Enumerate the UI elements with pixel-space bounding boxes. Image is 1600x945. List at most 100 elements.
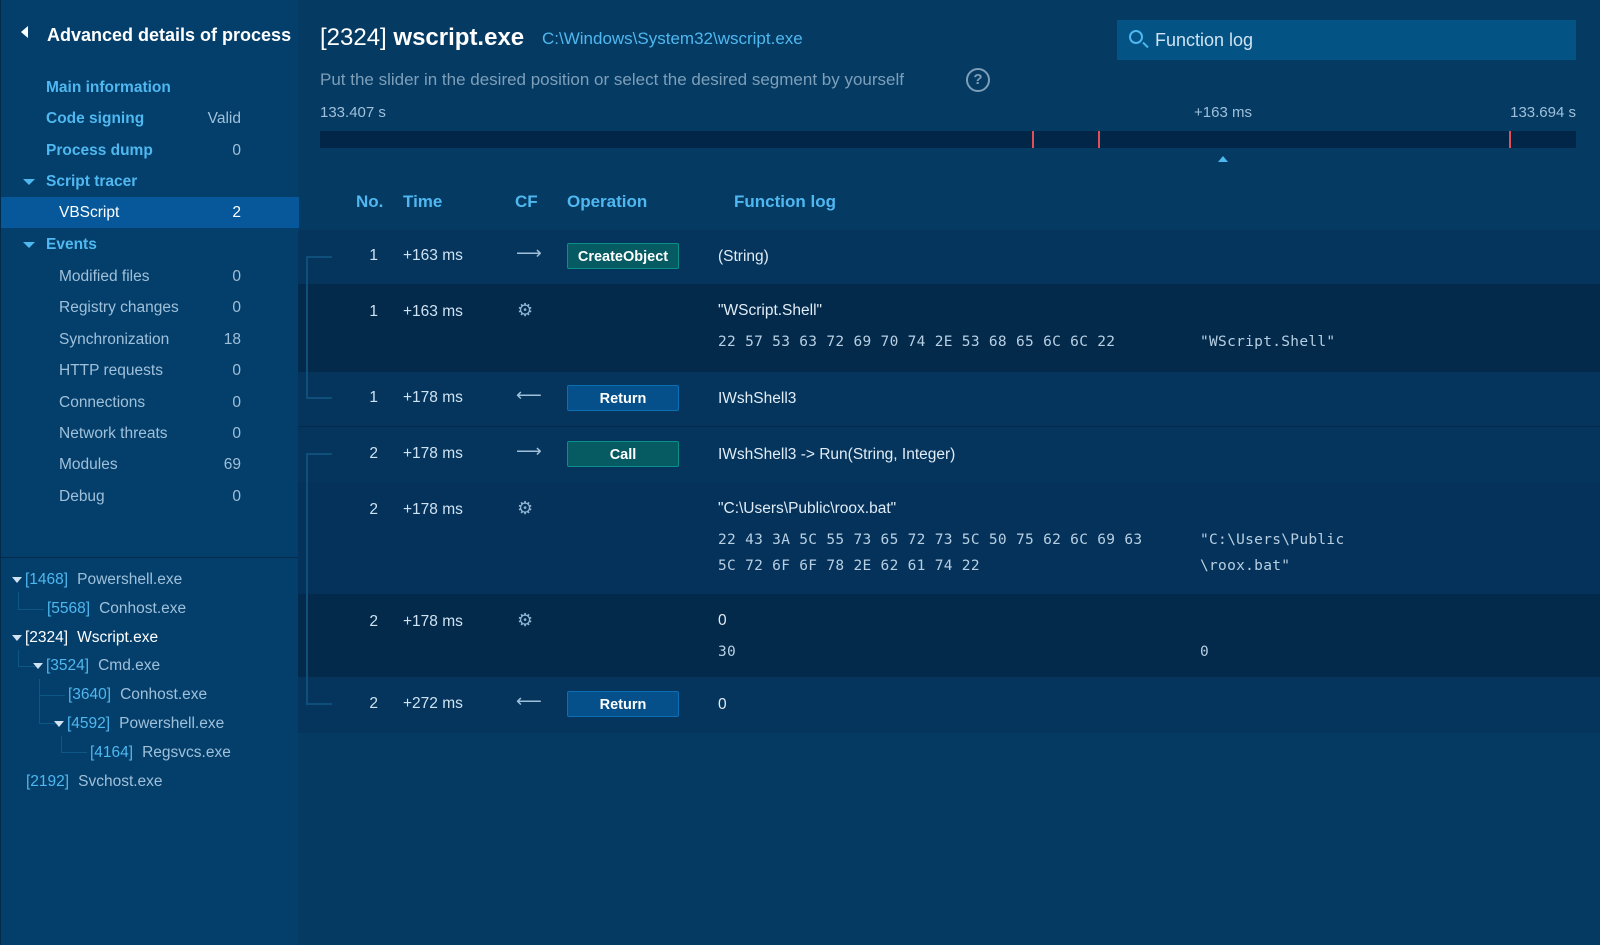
nav-label: Events [46,236,97,253]
hex-bytes: 22 57 53 63 72 69 70 74 2E 53 68 65 6C 6… [718,334,1116,350]
nav-script-tracer[interactable]: Script tracer [1,166,299,197]
tree-node[interactable]: [4592] Powershell.exe [54,709,224,738]
tree-connector [18,650,38,667]
tree-node[interactable]: [5568] Conhost.exe [47,594,186,623]
row-time: +178 ms [403,613,463,630]
tree-node[interactable]: [3524] Cmd.exe [33,651,160,680]
nav-count: 69 [223,456,241,473]
nav-vbscript[interactable]: VBScript 2 [1,197,299,228]
tree-name: Svchost.exe [78,773,163,790]
ascii-value: \roox.bat" [1200,558,1291,574]
process-path[interactable]: C:\Windows\System32\wscript.exe [542,29,803,48]
back-icon[interactable] [21,26,28,38]
ascii-value: 0 [1200,644,1210,660]
row-no: 2 [369,613,378,630]
function-log: "WScript.Shell" [718,302,823,319]
arrow-right-icon: ⟶ [516,441,542,461]
table-row[interactable]: 2 +272 ms ⟵ Return 0 [298,677,1600,733]
nav-network-threats[interactable]: Network threats 0 [1,418,299,449]
nav-registry-changes[interactable]: Registry changes 0 [1,292,299,323]
tree-pid: [1468] [25,571,69,588]
timeline-event-marker[interactable] [1032,131,1034,148]
tree-connector [18,592,44,610]
nav-process-dump[interactable]: Process dump 0 [1,135,299,166]
tree-node[interactable]: [2192] Svchost.exe [26,767,163,796]
nav-events[interactable]: Events [1,229,299,260]
table-row[interactable]: 1 +163 ms ⚙ "WScript.Shell" 22 57 53 63 … [298,284,1600,372]
col-time[interactable]: Time [403,192,443,211]
tree-pid: [4592] [67,715,111,732]
row-no: 2 [369,501,378,518]
tree-connector [39,679,65,696]
tree-name: Conhost.exe [120,686,208,703]
function-log: (String) [718,248,769,265]
table-row[interactable]: 1 +163 ms ⟶ CreateObject (String) [298,230,1600,284]
tree-node[interactable]: [1468] Powershell.exe [12,565,182,594]
nav-debug[interactable]: Debug 0 [1,481,299,512]
process-name: wscript.exe [393,24,525,51]
help-icon[interactable]: ? [966,68,990,92]
tree-node[interactable]: [3640] Conhost.exe [68,680,207,709]
tree-connector [39,696,59,724]
table-row[interactable]: 2 +178 ms ⚙ 0 30 0 [298,594,1600,677]
nav-connections[interactable]: Connections 0 [1,387,299,418]
nav-label: Registry changes [59,299,179,316]
table-row[interactable]: 2 +178 ms ⚙ "C:\Users\Public\roox.bat" 2… [298,482,1600,594]
caret-down-icon[interactable] [33,662,43,669]
function-log: "C:\Users\Public\roox.bat" [718,500,897,517]
col-cf[interactable]: CF [515,192,538,211]
tree-node-current[interactable]: [2324] Wscript.exe [12,623,158,652]
nav-label: Script tracer [46,173,138,190]
row-time: +178 ms [403,501,463,518]
timeline-cursor-label: +163 ms [1194,104,1252,121]
nav-code-signing[interactable]: Code signing Valid [1,103,299,134]
row-no: 2 [369,695,378,712]
caret-down-icon[interactable] [23,242,35,248]
caret-down-icon[interactable] [12,576,22,583]
slider-thumb-icon[interactable] [1218,156,1228,162]
nav-main-information[interactable]: Main information [1,72,299,103]
gear-icon: ⚙ [517,498,534,518]
row-time: +272 ms [403,695,463,712]
nav-synchronization[interactable]: Synchronization 18 [1,324,299,355]
timeline-slider[interactable] [320,131,1576,148]
sidebar: Advanced details of process Main informa… [0,0,299,945]
process-pid: [2324] [320,24,387,51]
tree-node[interactable]: [4164] Regsvcs.exe [90,738,231,767]
timeline-event-marker[interactable] [1509,131,1511,148]
nav-label: Main information [46,79,171,96]
row-time: +178 ms [403,389,463,406]
divider [1,557,299,558]
timeline-end: 133.694 s [1510,104,1576,121]
tree-pid: [2324] [25,629,69,646]
nav-count: Valid [207,110,241,127]
nav-label: Modules [59,456,118,473]
slider-hint: Put the slider in the desired position o… [320,70,904,89]
nav-modules[interactable]: Modules 69 [1,449,299,480]
col-operation[interactable]: Operation [567,192,648,211]
caret-down-icon[interactable] [54,720,64,727]
row-time: +163 ms [403,303,463,320]
gear-icon: ⚙ [517,610,534,630]
nav-label: Code signing [46,110,145,127]
col-function-log[interactable]: Function log [734,192,836,211]
tree-name: Conhost.exe [99,600,187,617]
caret-down-icon[interactable] [23,179,35,185]
table-row[interactable]: 1 +178 ms ⟵ Return IWshShell3 [298,372,1600,426]
nav-modified-files[interactable]: Modified files 0 [1,261,299,292]
search-box[interactable] [1117,20,1576,60]
arrow-left-icon: ⟵ [516,385,542,405]
hex-bytes: 5C 72 6F 6F 78 2E 62 61 74 22 [718,558,980,574]
table-header: No. Time CF Operation Function log [298,180,1600,230]
nav-http-requests[interactable]: HTTP requests 0 [1,355,299,386]
caret-down-icon[interactable] [12,634,22,641]
search-input[interactable] [1155,20,1555,60]
nav-label: Connections [59,394,146,411]
function-log: 0 [718,612,727,629]
call-group-bracket [306,256,332,399]
function-log: 0 [718,696,727,713]
table-row[interactable]: 2 +178 ms ⟶ Call IWshShell3 -> Run(Strin… [298,426,1600,482]
operation-badge: CreateObject [567,243,679,269]
timeline-event-marker[interactable] [1098,131,1100,148]
col-no[interactable]: No. [356,192,384,211]
